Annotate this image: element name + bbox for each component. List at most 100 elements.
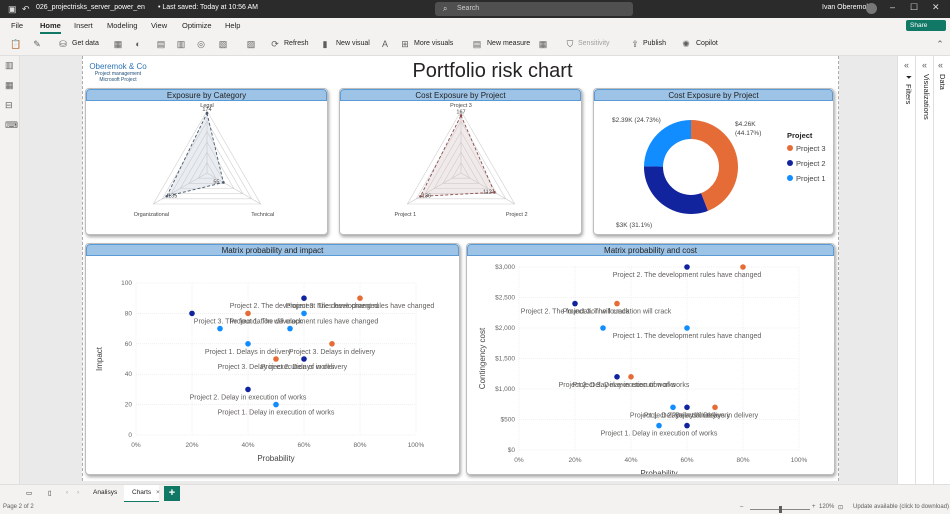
scatter-probability-impact[interactable]: Matrix probability and impact 0 20 40 60 80 1…	[85, 243, 460, 475]
sensitivity-button[interactable]: Sensitivity	[578, 40, 610, 47]
radar-cost-project[interactable]: Cost Exposure by Project 167 112 136 Projec…	[339, 88, 582, 235]
radar-point	[205, 111, 209, 115]
y-axis-label: Contingency cost	[478, 327, 487, 389]
donut-slice	[644, 166, 708, 215]
zoom-out-icon[interactable]: –	[740, 504, 744, 510]
menu-file[interactable]: File	[11, 21, 24, 30]
user-name[interactable]: Ivan Oberemok	[822, 4, 870, 11]
collapse-filters-icon[interactable]: «	[904, 60, 910, 70]
x-axis-label: Probability	[640, 469, 677, 475]
radar-axis-label: Project 3	[450, 103, 472, 109]
copilot-button[interactable]: Copilot	[696, 40, 718, 47]
menu-insert[interactable]: Insert	[74, 21, 93, 30]
share-label: Share	[910, 22, 928, 29]
search-input[interactable]: ⌕ Search	[435, 2, 633, 16]
data-pane[interactable]: « Data	[933, 56, 950, 484]
page-view-icon[interactable]: ▭	[26, 490, 33, 497]
visualizations-pane[interactable]: « Visualizations	[915, 56, 937, 484]
copilot-icon: ✺	[682, 39, 690, 49]
avatar[interactable]	[866, 3, 877, 14]
text-box-icon[interactable]: A	[381, 39, 388, 49]
point-label: Project 3. Delays in delivery	[672, 412, 759, 419]
minimize-icon[interactable]: –	[890, 2, 896, 12]
undo-icon[interactable]: ↶	[22, 4, 30, 14]
sql-icon[interactable]: ▤	[156, 39, 166, 49]
model-view-icon[interactable]: ⊟	[5, 100, 13, 110]
prev-page-icon[interactable]: ‹	[66, 489, 69, 496]
enter-data-icon[interactable]: ▥	[176, 39, 186, 49]
scatter-point	[301, 310, 307, 317]
radar-spoke	[460, 172, 515, 205]
onelake-icon[interactable]: ◐	[135, 39, 141, 49]
radar-exposure-category[interactable]: Exposure by Category 174 55 135 Legal Techni…	[85, 88, 328, 235]
publish-icon: ⇪	[631, 39, 639, 49]
scatter-plot: $0 $500 $1,000 $1,500 $2,000 $2,500 $3,000 0% 20…	[478, 264, 808, 475]
radar-value-label: 167	[456, 109, 465, 115]
next-page-icon[interactable]: ›	[77, 489, 80, 496]
scatter-point	[329, 341, 335, 347]
y-tick-label: $3,000	[495, 264, 515, 271]
close-tab-icon[interactable]: ×	[156, 489, 160, 496]
quick-measure-icon[interactable]: ▦	[538, 39, 548, 49]
close-icon[interactable]: ✕	[932, 2, 940, 12]
add-page-button[interactable]: +	[164, 486, 180, 501]
scatter-point	[684, 404, 690, 411]
zoom-slider-handle[interactable]	[779, 506, 782, 513]
radar-grid-ring	[451, 162, 471, 179]
logo-name: Oberemok & Co	[89, 62, 147, 71]
format-painter-icon[interactable]: ✎	[33, 39, 41, 49]
point-label: Project 2. The development rules have ch…	[613, 272, 762, 279]
fit-page-icon[interactable]: ⊡	[838, 505, 844, 511]
save-icon[interactable]: ▣	[8, 4, 17, 14]
donut-label: $3K (31.1%)	[616, 222, 652, 229]
collapse-ribbon-icon[interactable]: ⌃	[936, 39, 944, 49]
menu-view[interactable]: View	[151, 21, 168, 30]
refresh-button[interactable]: Refresh	[284, 40, 309, 47]
menu-home[interactable]: Home	[40, 21, 61, 34]
donut-cost-project[interactable]: Cost Exposure by Project $4.26K (44.17%) $…	[593, 88, 834, 235]
report-view-icon[interactable]: ▥	[5, 60, 14, 70]
maximize-icon[interactable]: ☐	[910, 2, 919, 12]
tab-analysis[interactable]: Analisys	[93, 489, 118, 496]
scatter-point	[684, 264, 690, 270]
new-visual-icon: ▮	[322, 39, 328, 49]
point-label: Project 2. Delay in execution of works	[559, 382, 676, 389]
dataverse-icon[interactable]: ◎	[197, 39, 205, 49]
scatter-point	[273, 401, 279, 408]
table-view-icon[interactable]: ▦	[5, 80, 14, 90]
new-visual-button[interactable]: New visual	[336, 40, 370, 47]
radar-grid-ring	[415, 120, 507, 200]
filters-pane[interactable]: « ⏷ Filters	[897, 56, 919, 484]
paste-icon[interactable]: 📋	[10, 39, 22, 49]
scatter-point	[301, 356, 307, 362]
recent-sources-icon[interactable]: ▧	[218, 39, 228, 49]
new-measure-button[interactable]: New measure	[487, 40, 531, 47]
publish-button[interactable]: Publish	[643, 40, 666, 47]
legend-label: Project 3	[796, 144, 826, 153]
visualizations-label: Visualizations	[922, 74, 931, 120]
radar-grid-ring	[433, 141, 489, 189]
dax-query-icon[interactable]: ⌨	[5, 120, 18, 130]
transform-icon[interactable]: ▨	[246, 39, 256, 49]
y-tick-label: $0	[508, 447, 516, 454]
menu-help[interactable]: Help	[225, 21, 241, 30]
chart-title: Matrix probability and impact	[86, 244, 459, 256]
update-notice[interactable]: Update available (click to download)	[853, 504, 950, 510]
y-tick-label: 0	[128, 432, 132, 439]
more-visuals-button[interactable]: More visuals	[414, 40, 454, 47]
share-button[interactable]: Share	[906, 20, 946, 31]
menu-modeling[interactable]: Modeling	[107, 21, 138, 30]
collapse-data-icon[interactable]: «	[938, 60, 944, 70]
x-tick-label: 40%	[624, 457, 637, 464]
zoom-in-icon[interactable]: +	[812, 504, 816, 510]
database-icon: ⛁	[59, 39, 67, 49]
filters-label: Filters	[904, 84, 913, 105]
menu-optimize[interactable]: Optimize	[182, 21, 212, 30]
company-logo: Oberemok & Co Project management Microso…	[88, 62, 148, 83]
excel-icon[interactable]: ▦	[113, 39, 123, 49]
collapse-visualizations-icon[interactable]: «	[922, 60, 928, 70]
get-data-button[interactable]: Get data	[72, 40, 99, 47]
scatter-probability-cost[interactable]: Matrix probability and cost $0 $500 $1,000…	[466, 243, 835, 475]
tab-charts[interactable]: Charts	[124, 485, 160, 503]
mobile-view-icon[interactable]: ▯	[48, 490, 52, 497]
